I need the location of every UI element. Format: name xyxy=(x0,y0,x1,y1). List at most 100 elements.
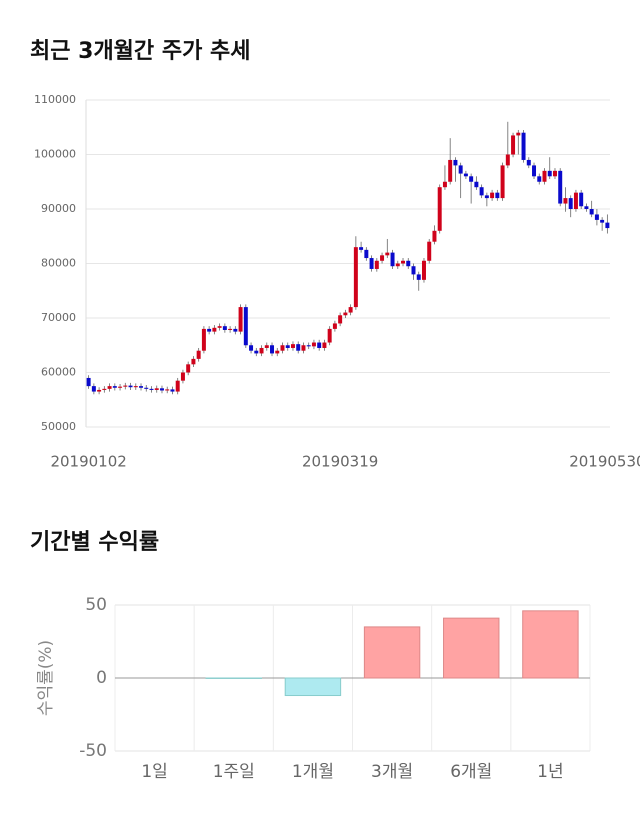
candle-body xyxy=(422,261,426,280)
candle-body xyxy=(144,388,148,389)
candle-body xyxy=(160,388,164,390)
candle-body xyxy=(291,344,295,348)
x-tick-label: 3개월 xyxy=(371,762,413,782)
candle-body xyxy=(165,389,169,390)
candle-body xyxy=(495,193,499,198)
candle-body xyxy=(322,343,326,348)
candle-body xyxy=(186,364,190,372)
candle-body xyxy=(464,174,468,177)
candle-body xyxy=(92,386,96,391)
candle-body xyxy=(396,264,400,267)
candle-body xyxy=(87,378,91,386)
candle-body xyxy=(197,351,201,359)
x-tick-label: 20190530 xyxy=(569,453,640,471)
x-tick-label: 20190102 xyxy=(50,453,126,471)
y-tick-label: 100000 xyxy=(34,148,76,161)
candle-body xyxy=(527,160,531,165)
x-tick-label: 1일 xyxy=(141,762,167,782)
candle-body xyxy=(553,171,557,176)
candle-body xyxy=(501,165,505,198)
candle-body xyxy=(155,388,159,390)
candle-body xyxy=(401,261,405,264)
candle-body xyxy=(270,345,274,353)
y-tick-label: -50 xyxy=(79,741,107,761)
x-tick-label: 1개월 xyxy=(292,762,334,782)
candle-body xyxy=(590,209,594,214)
candle-body xyxy=(537,176,541,181)
candle-body xyxy=(343,313,347,316)
candle-body xyxy=(412,266,416,274)
candle-body xyxy=(113,386,117,388)
candle-body xyxy=(249,345,253,350)
candle-body xyxy=(265,345,269,348)
bar xyxy=(364,627,419,678)
candle-body xyxy=(333,323,337,328)
candle-body xyxy=(338,315,342,323)
candle-body xyxy=(239,307,243,332)
candle-body xyxy=(485,195,489,198)
candle-body xyxy=(506,155,510,166)
candle-body xyxy=(569,198,573,209)
candle-body xyxy=(228,329,232,330)
y-tick-label: 70000 xyxy=(41,311,76,324)
y-axis-label: 수익률(%) xyxy=(36,640,56,716)
candle-body xyxy=(459,165,463,173)
candle-body xyxy=(605,223,609,228)
y-tick-label: 80000 xyxy=(41,257,76,270)
candle-body xyxy=(349,307,353,312)
candle-body xyxy=(574,193,578,209)
x-tick-label: 1년 xyxy=(537,762,563,782)
candle-body xyxy=(207,329,211,332)
candle-body xyxy=(490,193,494,198)
candle-body xyxy=(558,171,562,204)
candle-body xyxy=(391,253,395,267)
candle-body xyxy=(453,160,457,165)
candle-body xyxy=(244,307,248,345)
candle-body xyxy=(218,326,222,328)
candle-body xyxy=(317,343,321,348)
candle-body xyxy=(364,250,368,258)
candle-body xyxy=(150,389,154,390)
y-tick-label: 50000 xyxy=(41,420,76,433)
candle-body xyxy=(281,345,285,350)
candle-body xyxy=(595,214,599,219)
bar xyxy=(444,618,499,678)
y-tick-label: 110000 xyxy=(34,93,76,106)
candle-body xyxy=(134,386,138,387)
y-tick-label: 50 xyxy=(85,595,107,615)
candle-body xyxy=(469,176,473,181)
candle-body xyxy=(97,390,101,392)
candle-body xyxy=(584,206,588,209)
candle-body xyxy=(328,329,332,343)
candle-body xyxy=(563,198,567,203)
candle-body xyxy=(312,343,316,347)
x-tick-label: 6개월 xyxy=(450,762,492,782)
candle-body xyxy=(123,386,127,387)
candle-body xyxy=(212,328,216,332)
candle-body xyxy=(296,344,300,351)
candle-body xyxy=(522,133,526,160)
bar xyxy=(285,678,340,696)
candle-body xyxy=(370,258,374,269)
bar xyxy=(523,611,578,678)
candle-body xyxy=(385,253,389,256)
candle-body xyxy=(307,345,311,346)
candle-body xyxy=(406,261,410,266)
candle-body xyxy=(443,182,447,187)
candle-body xyxy=(354,247,358,307)
candle-body xyxy=(108,386,112,389)
candle-body xyxy=(511,135,515,154)
candle-body xyxy=(543,171,547,182)
candle-body xyxy=(474,182,478,187)
candle-body xyxy=(548,171,552,176)
x-tick-label: 20190319 xyxy=(302,453,378,471)
candle-body xyxy=(417,274,421,279)
candle-body xyxy=(427,242,431,261)
candle-body xyxy=(516,133,520,136)
candle-body xyxy=(579,193,583,207)
candle-body xyxy=(260,348,264,353)
x-tick-label: 1주일 xyxy=(213,762,255,782)
candle-body xyxy=(191,359,195,364)
candle-body xyxy=(223,326,227,330)
